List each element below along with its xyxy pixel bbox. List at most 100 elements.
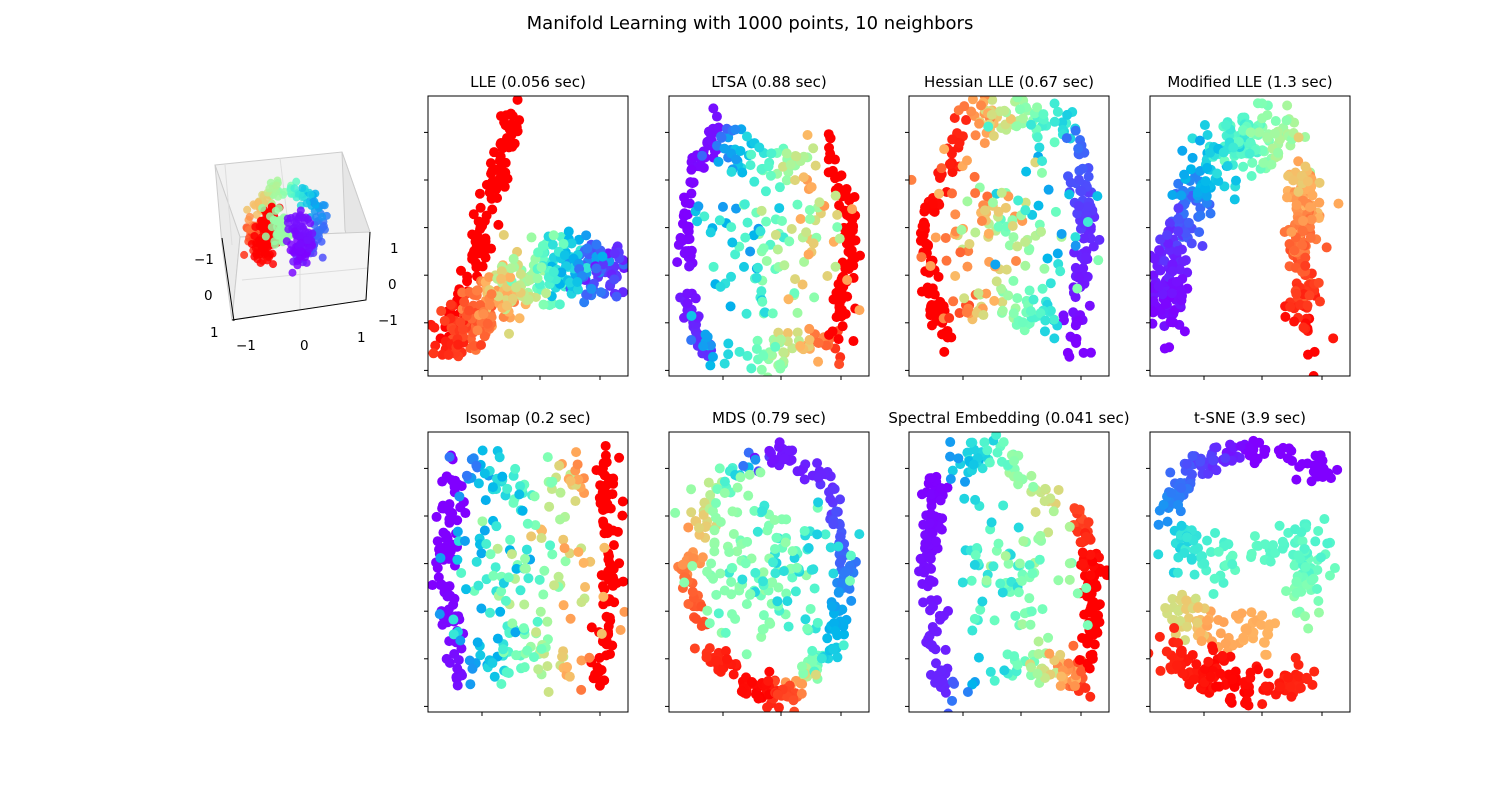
data-point	[920, 220, 931, 231]
data-point	[848, 336, 859, 347]
data-point	[745, 160, 756, 171]
data-point	[515, 585, 526, 596]
data-point	[477, 445, 488, 456]
data-point	[472, 325, 483, 336]
data-point	[1312, 471, 1323, 482]
data-point	[1062, 109, 1073, 120]
data-point	[1039, 326, 1050, 337]
data-point	[1254, 127, 1265, 138]
data-point	[941, 255, 952, 266]
data-point	[691, 613, 702, 624]
data-point	[1269, 128, 1280, 139]
data-point	[298, 193, 307, 202]
data-point	[492, 633, 503, 644]
data-point	[686, 507, 697, 518]
data-point	[756, 364, 767, 375]
data-point	[838, 640, 849, 651]
data-point	[961, 115, 972, 126]
data-point	[1298, 322, 1309, 333]
data-point	[1078, 347, 1089, 358]
data-point	[501, 667, 512, 678]
data-point	[1209, 442, 1220, 453]
data-point	[417, 330, 427, 340]
data-point	[686, 335, 697, 346]
data-point	[592, 662, 603, 673]
data-point	[1011, 121, 1022, 132]
data-point	[511, 650, 522, 661]
data-point	[599, 470, 610, 481]
data-point	[1160, 602, 1171, 613]
data-point	[957, 577, 968, 588]
data-point	[476, 548, 487, 559]
data-point	[416, 538, 426, 548]
data-point	[970, 550, 981, 561]
data-point	[686, 164, 697, 175]
data-point	[931, 536, 942, 547]
data-point	[798, 172, 809, 183]
data-point	[489, 671, 500, 682]
subplot-4	[1146, 95, 1351, 380]
y-tick-label: 1	[210, 325, 219, 341]
data-point	[796, 661, 807, 672]
data-point	[970, 227, 981, 238]
data-point	[1293, 186, 1304, 197]
data-point	[1150, 307, 1159, 318]
data-point	[962, 261, 973, 272]
data-point	[782, 327, 793, 338]
data-point	[559, 543, 570, 554]
data-point	[834, 233, 845, 244]
data-point	[948, 296, 959, 307]
data-point	[1153, 281, 1164, 292]
data-point	[715, 568, 726, 579]
data-point	[1072, 526, 1083, 537]
data-point	[686, 484, 697, 495]
data-point	[947, 676, 958, 687]
data-point	[959, 101, 970, 112]
data-point	[1008, 275, 1019, 286]
data-point	[741, 131, 752, 142]
data-point	[1312, 584, 1323, 595]
data-point	[591, 239, 602, 250]
data-point	[474, 237, 485, 248]
data-point	[967, 625, 978, 636]
data-point	[925, 508, 936, 519]
data-point	[1073, 174, 1084, 185]
data-point	[1076, 666, 1087, 677]
data-point	[269, 260, 278, 269]
data-point	[1024, 560, 1035, 571]
data-point	[690, 293, 701, 304]
data-point	[252, 210, 261, 219]
data-point	[1008, 232, 1019, 243]
data-point	[799, 256, 810, 267]
data-point	[781, 175, 792, 186]
data-point	[1314, 177, 1325, 188]
data-point	[813, 472, 824, 483]
data-point	[927, 527, 938, 538]
data-point	[732, 546, 743, 557]
data-point	[1332, 464, 1343, 475]
data-point	[687, 586, 698, 597]
data-point	[757, 576, 768, 587]
data-point	[477, 516, 488, 527]
data-point	[1218, 617, 1229, 628]
data-point	[1088, 241, 1099, 252]
data-point	[714, 463, 725, 474]
data-point	[1077, 547, 1088, 558]
data-point	[536, 533, 547, 544]
data-point	[598, 519, 609, 530]
data-point	[783, 294, 794, 305]
data-point	[487, 658, 498, 669]
data-point	[611, 291, 622, 302]
data-point	[738, 460, 749, 471]
data-point	[444, 517, 455, 528]
data-point	[834, 307, 845, 318]
data-point	[303, 236, 312, 245]
subplot-title: Modified LLE (1.3 sec)	[1167, 73, 1333, 91]
data-point	[731, 203, 742, 214]
data-point	[742, 536, 753, 547]
data-point	[464, 655, 475, 666]
data-point	[1202, 535, 1213, 546]
data-point	[1277, 536, 1288, 547]
data-point	[757, 296, 768, 307]
data-point	[988, 561, 999, 572]
